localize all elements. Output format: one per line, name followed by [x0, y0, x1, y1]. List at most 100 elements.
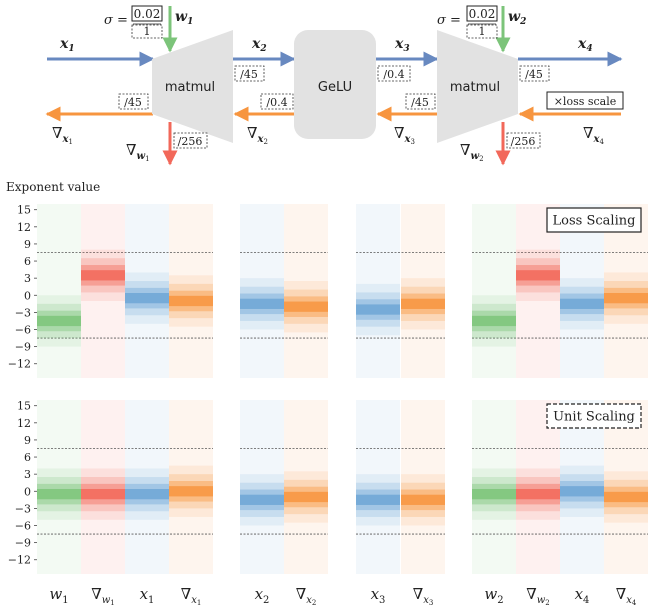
heatmap-panel-1: 15 12 9 6 3 0 −3 −6 −9 −12 Loss Scaling: [8, 204, 648, 378]
exponent-band-9-4: [472, 488, 516, 500]
matmul-label-2: matmul: [450, 80, 500, 95]
label-x3: x3: [394, 36, 410, 54]
computation-diagram: matmul GeLU matmul σ = 0.02 1 σ = 0.02 1…: [45, 5, 624, 166]
exponent-band-9-4: [472, 315, 516, 327]
y-tick-label: −3: [15, 306, 31, 319]
y-tick-label: −12: [8, 358, 31, 371]
exponent-band-7-4: [356, 304, 400, 315]
y-tick-label: 6: [24, 255, 31, 268]
label-grad-x2: ∇x2: [247, 124, 268, 146]
column-bg-9: [472, 400, 516, 574]
column-label-6: ∇x2: [296, 585, 317, 607]
exponent-band-12-4: [604, 491, 648, 503]
exponent-band-7-4: [356, 494, 400, 505]
column-bg-6: [284, 400, 328, 574]
scale-box-fwd-mm1: /45: [234, 65, 265, 82]
svg-text:/0.4: /0.4: [266, 96, 287, 109]
y-tick-label: −6: [15, 520, 31, 533]
sigma-label-1: σ =: [104, 13, 128, 28]
scale-box-bwd-mm2: /45: [405, 93, 436, 110]
y-tick-label: −6: [15, 324, 31, 337]
column-bg-2: [81, 400, 125, 574]
svg-text:×loss scale: ×loss scale: [554, 95, 617, 108]
exponent-band-11-4: [560, 486, 604, 497]
label-x4: x4: [577, 36, 593, 54]
loss-scale-box: ×loss scale: [546, 91, 624, 110]
exponent-band-12-4: [604, 292, 648, 304]
exponent-band-2-4: [81, 270, 125, 281]
label-w2: w2: [508, 9, 526, 27]
column-bg-9: [472, 204, 516, 378]
sigma-den-1: 1: [144, 25, 151, 38]
sigma-init-w1: σ = 0.02 1: [104, 5, 163, 39]
label-x1: x1: [59, 36, 75, 54]
svg-text:/45: /45: [124, 96, 142, 109]
exponent-band-4-4: [169, 295, 213, 307]
y-tick-label: 15: [17, 204, 31, 217]
column-label-7: x3: [371, 585, 386, 606]
column-bg-8: [401, 400, 445, 574]
column-label-9: w2: [484, 585, 503, 606]
label-grad-x1: ∇x1: [52, 124, 73, 146]
y-tick-label: −3: [15, 502, 31, 515]
column-bg-10: [516, 400, 560, 574]
column-label-5: x2: [255, 585, 270, 606]
exponent-band-2-4: [81, 488, 125, 500]
scale-box-fwd-mm2: /45: [519, 65, 550, 82]
exponent-band-11-4: [560, 298, 604, 309]
svg-text:/45: /45: [411, 96, 429, 109]
exponent-band-10-4: [516, 270, 560, 281]
y-tick-label: 3: [24, 468, 31, 481]
column-label-3: x1: [140, 585, 155, 606]
y-tick-label: −9: [15, 341, 31, 354]
matmul-block-2: [437, 30, 518, 143]
exponent-band-1-4: [37, 488, 81, 500]
y-tick-label: −12: [8, 554, 31, 567]
column-bg-1: [37, 400, 81, 574]
y-tick-label: 3: [24, 272, 31, 285]
exponent-band-1-4: [37, 315, 81, 327]
exponent-band-4-4: [169, 486, 213, 497]
sigma-label-2: σ =: [437, 13, 461, 28]
label-grad-w2: ∇w2: [460, 141, 484, 163]
scale-box-bwd-w1: /256: [173, 132, 208, 149]
svg-text:/256: /256: [178, 135, 203, 148]
exponent-heatmap: 15 12 9 6 3 0 −3 −6 −9 −12 Loss Scaling 15 12 9 6 3 0 −3 −…: [8, 204, 648, 607]
y-tick-label: 15: [17, 400, 31, 413]
column-label-1: w1: [49, 585, 68, 606]
svg-text:/0.4: /0.4: [383, 68, 404, 81]
label-grad-x4: ∇x4: [583, 124, 604, 146]
scale-box-bwd-x1: /45: [118, 93, 149, 110]
heatmap-panel-2: 15 12 9 6 3 0 −3 −6 −9 −12 Unit Scaling: [8, 400, 648, 574]
column-label-12: ∇x4: [616, 585, 637, 607]
label-grad-x3: ∇x3: [394, 124, 415, 146]
exponent-band-5-4: [240, 298, 284, 309]
y-tick-label: 12: [17, 221, 31, 234]
panel-label: Loss Scaling: [553, 214, 636, 229]
column-bg-6: [284, 204, 328, 378]
panel-label-box: [546, 403, 642, 429]
column-bg-12: [604, 204, 648, 378]
gelu-block: [294, 30, 376, 139]
matmul-label-1: matmul: [165, 80, 215, 95]
svg-text:/256: /256: [511, 135, 536, 148]
matmul-block-1: [152, 30, 233, 143]
sigma-den-2: 1: [479, 25, 486, 38]
gelu-label: GeLU: [318, 80, 352, 95]
scale-box-bwd-gelu: /0.4: [260, 93, 294, 110]
panel-label: Unit Scaling: [553, 410, 635, 425]
column-label-4: ∇x1: [181, 585, 202, 607]
y-tick-label: 9: [24, 434, 31, 447]
svg-text:/45: /45: [525, 68, 543, 81]
y-axis-title: Exponent value: [6, 180, 100, 194]
label-w1: w1: [175, 9, 193, 27]
column-bg-2: [81, 204, 125, 378]
sigma-num-2: 0.02: [469, 7, 496, 21]
y-tick-label: 9: [24, 238, 31, 251]
sigma-num-1: 0.02: [134, 7, 161, 21]
label-grad-w1: ∇w1: [126, 141, 150, 163]
y-tick-label: 6: [24, 451, 31, 464]
column-bg-3: [125, 204, 169, 378]
y-tick-label: 0: [24, 485, 31, 498]
